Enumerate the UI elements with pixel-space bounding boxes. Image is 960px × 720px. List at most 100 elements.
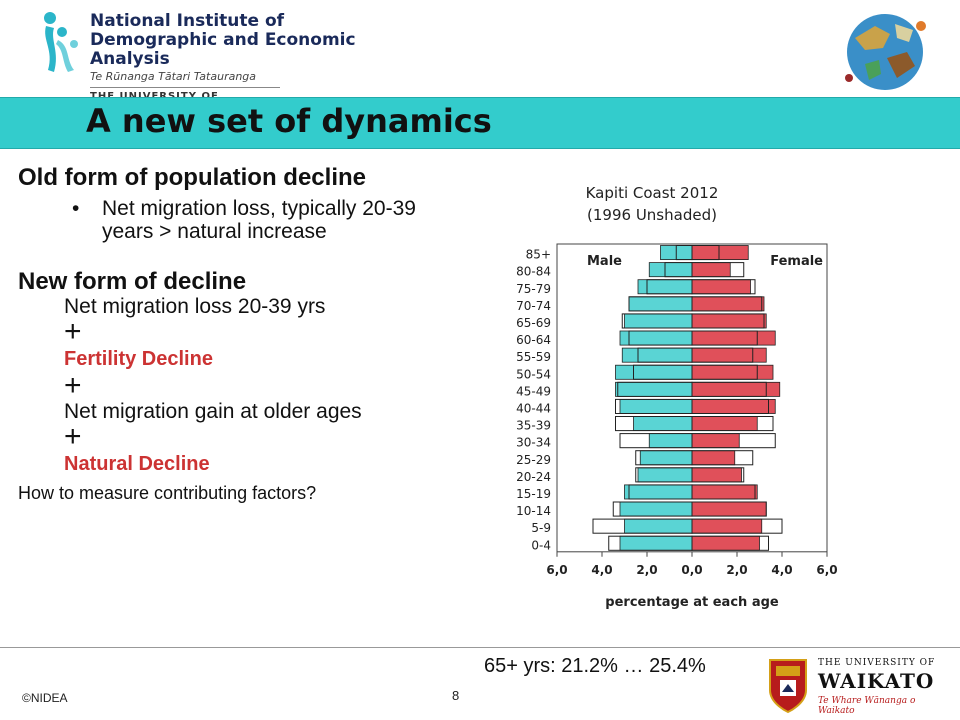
age-group-label: 25-29 [516, 453, 551, 467]
fertility-decline-item: Fertility Decline [64, 348, 213, 370]
chart-title-line-1: Kapiti Coast 2012 [586, 184, 719, 202]
female-1996-outline [691, 279, 756, 295]
natural-decline-item: Natural Decline [64, 453, 210, 475]
male-2012-bar [624, 518, 693, 534]
old-form-heading: Old form of population decline [18, 164, 366, 191]
female-1996-outline [691, 467, 745, 483]
female-label: Female [770, 254, 823, 269]
female-1996-outline [691, 330, 758, 346]
female-1996-outline [691, 398, 769, 414]
female-1996-outline [691, 518, 783, 534]
female-1996-outline [691, 433, 776, 449]
male-label: Male [587, 254, 622, 269]
male-2012-bar [637, 467, 693, 483]
female-2012-bar [691, 296, 765, 312]
female-2012-bar [691, 313, 767, 329]
male-2012-bar [648, 433, 693, 449]
age-group-label: 75-79 [516, 282, 551, 296]
age-group-label: 85+ [526, 248, 551, 262]
globe-collage-icon [845, 14, 926, 90]
male-2012-bar [619, 501, 693, 517]
x-tick-label: 0,0 [681, 563, 702, 577]
old-form-bullet: Net migration loss, typically 20-39 year… [72, 197, 458, 243]
female-2012-bar [691, 535, 760, 551]
male-2012-bar [624, 313, 693, 329]
female-2012-bar [691, 279, 751, 295]
female-1996-outline [691, 501, 767, 517]
net-migration-loss-item: Net migration loss 20-39 yrs [64, 295, 326, 318]
male-2012-bar [637, 279, 693, 295]
x-tick-label: 4,0 [771, 563, 792, 577]
chart-title-line-2: (1996 Unshaded) [587, 206, 717, 224]
male-2012-bar [619, 330, 693, 346]
age-group-label: 50-54 [516, 367, 551, 381]
title-bar: A new set of dynamics [0, 97, 960, 149]
male-2012-bar [624, 484, 693, 500]
female-1996-outline [691, 484, 756, 500]
female-2012-bar [691, 330, 776, 346]
age-group-label: 45-49 [516, 384, 551, 398]
female-2012-bar [691, 262, 731, 278]
slide-title: A new set of dynamics [86, 102, 492, 140]
male-2012-bar [619, 535, 693, 551]
female-2012-bar [691, 364, 774, 380]
age-group-label: 40-44 [516, 402, 551, 416]
age-group-label: 55-59 [516, 350, 551, 364]
female-1996-outline [691, 313, 765, 329]
female-2012-bar [691, 450, 736, 466]
elderly-share-note: 65+ yrs: 21.2% … 25.4% [484, 655, 706, 677]
female-1996-outline [691, 381, 767, 397]
left-text-column: Old form of population decline Net migra… [18, 164, 458, 504]
waikato-line-3: Te Whare Wānanga o Waikato [818, 696, 916, 716]
female-2012-bar [691, 484, 758, 500]
population-pyramid-chart: Kapiti Coast 2012 (1996 Unshaded) 0-4 5-9 10… [516, 184, 838, 610]
x-axis-label: percentage at each age [605, 595, 779, 610]
nidea-maori-name: Te Rūnanga Tātari Tatauranga [90, 70, 257, 83]
female-1996-outline [691, 296, 763, 312]
age-group-label: 5-9 [531, 521, 551, 535]
male-2012-bar [639, 450, 693, 466]
page-number: 8 [452, 688, 460, 703]
female-1996-outline [691, 245, 720, 261]
female-2012-bar [691, 518, 763, 534]
x-tick-label: 4,0 [591, 563, 612, 577]
x-tick-label: 6,0 [816, 563, 837, 577]
plus-sign: + [64, 369, 82, 402]
age-group-label: 20-24 [516, 470, 551, 484]
university-crest-icon [769, 659, 807, 714]
nidea-emblem-icon [44, 12, 78, 72]
waikato-line-1: THE UNIVERSITY OF [818, 658, 936, 668]
net-migration-gain-item: Net migration gain at older ages [64, 400, 362, 423]
male-2012-bar [648, 262, 693, 278]
age-group-label: 30-34 [516, 436, 551, 450]
plus-sign: + [64, 420, 82, 453]
male-2012-bar [615, 381, 693, 397]
footer-divider [0, 647, 960, 648]
age-group-label: 60-64 [516, 333, 551, 347]
age-group-label: 65-69 [516, 316, 551, 330]
female-1996-outline [691, 416, 774, 432]
waikato-logo: THE UNIVERSITY OF WAIKATO Te Whare Wānan… [768, 656, 940, 716]
age-group-label: 0-4 [531, 538, 551, 552]
nidea-wordmark: National Institute of Demographic and Ec… [90, 12, 370, 113]
male-2012-bar [619, 398, 693, 414]
female-2012-bar [691, 433, 740, 449]
male-2012-bar [615, 364, 693, 380]
female-1996-outline [691, 535, 769, 551]
age-group-label: 15-19 [516, 487, 551, 501]
age-group-label: 35-39 [516, 419, 551, 433]
female-2012-bar [691, 347, 767, 363]
age-group-label: 70-74 [516, 299, 551, 313]
female-2012-bar [691, 467, 742, 483]
nidea-name-line-2: Demographic and Economic Analysis [90, 30, 356, 69]
nidea-name-line-1: National Institute of [90, 11, 285, 31]
female-1996-outline [691, 262, 745, 278]
waikato-line-2: WAIKATO [818, 669, 935, 693]
female-2012-bar [691, 501, 767, 517]
female-1996-outline [691, 347, 754, 363]
male-2012-bar [621, 347, 693, 363]
measure-question: How to measure contributing factors? [18, 483, 317, 503]
female-1996-outline [691, 364, 758, 380]
female-2012-bar [691, 398, 776, 414]
x-tick-label: 6,0 [546, 563, 567, 577]
